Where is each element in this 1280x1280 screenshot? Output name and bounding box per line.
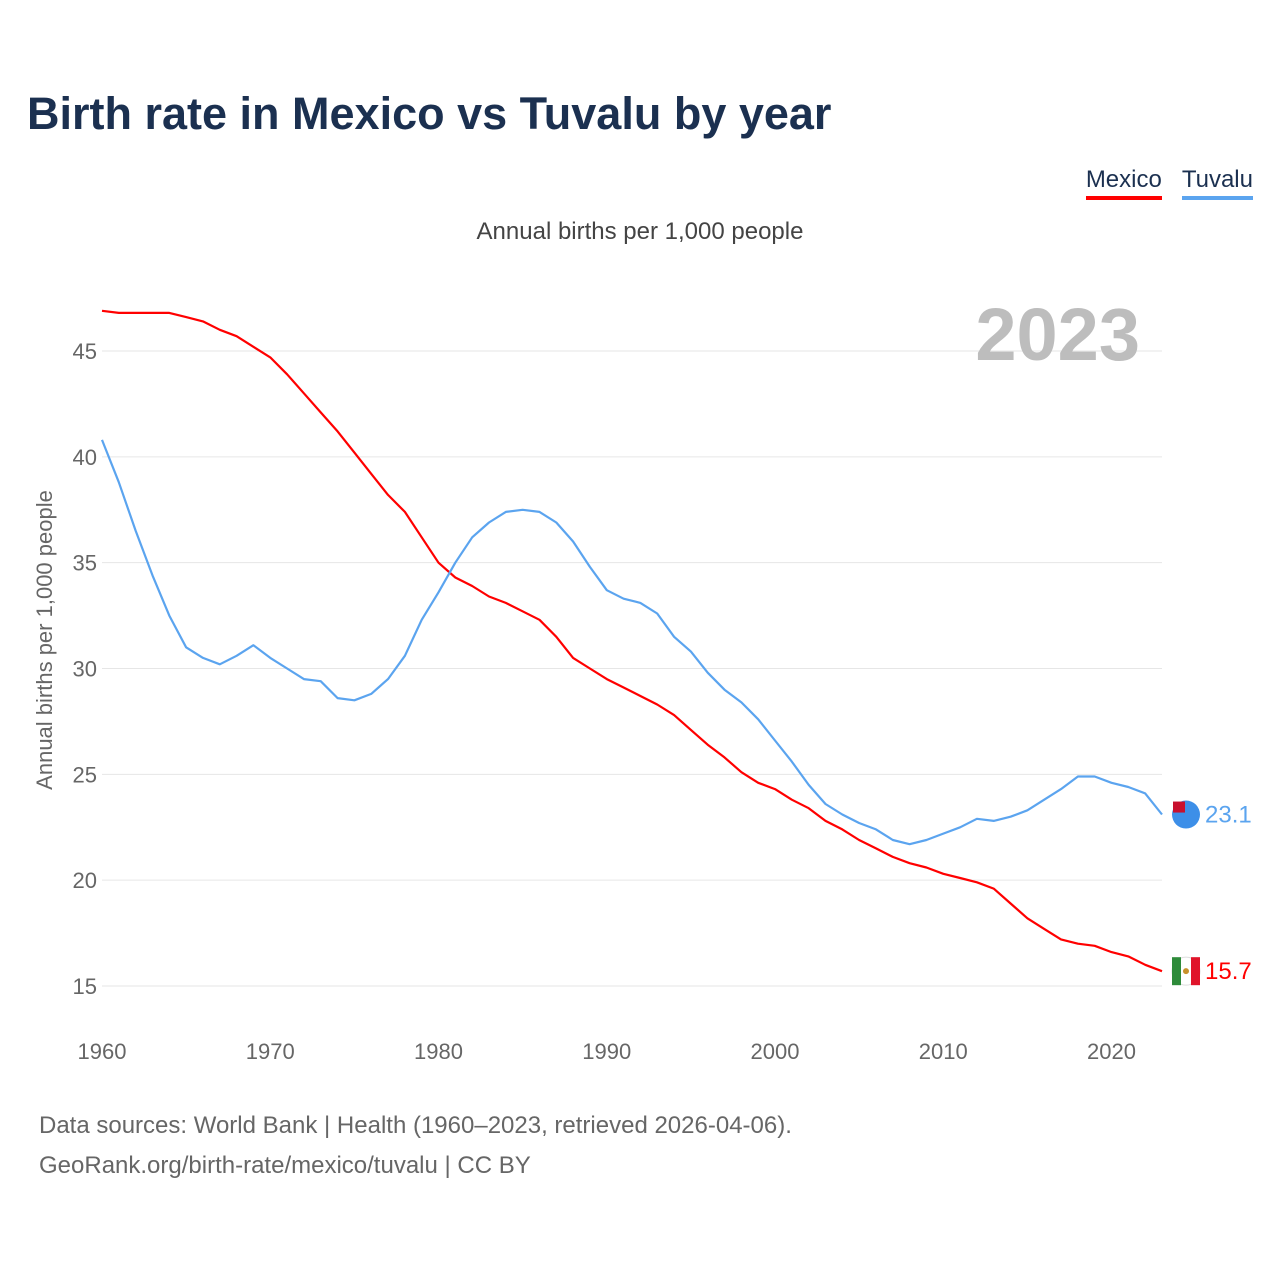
y-tick-label: 25 — [73, 762, 97, 787]
flag-mexico-emblem — [1183, 968, 1189, 975]
y-axis-label: Annual births per 1,000 people — [32, 490, 57, 790]
data-source: Data sources: World Bank | Health (1960–… — [39, 1112, 792, 1139]
end-value-label-mexico: 15.7 — [1205, 958, 1252, 985]
series-line-tuvalu — [100, 439, 1163, 846]
source-link[interactable]: GeoRank.org/birth-rate/mexico/tuvalu | C… — [39, 1152, 531, 1179]
x-tick-label: 1990 — [582, 1039, 631, 1064]
end-value-label-tuvalu: 23.1 — [1205, 802, 1252, 829]
series-line-mexico — [101, 309, 1163, 973]
flag-tuvalu-union — [1173, 801, 1185, 813]
x-tick-label: 2010 — [919, 1039, 968, 1064]
y-tick-label: 30 — [73, 657, 97, 682]
legend: Mexico Tuvalu — [1085, 166, 1253, 200]
x-tick-label: 1980 — [414, 1039, 463, 1064]
chart-title: Birth rate in Mexico vs Tuvalu by year — [27, 88, 832, 139]
y-tick-label: 20 — [73, 868, 97, 893]
y-tick-label: 45 — [73, 339, 97, 364]
y-tick-label: 40 — [73, 445, 97, 470]
legend-mexico[interactable]: Mexico — [1085, 166, 1162, 200]
legend-tuvalu[interactable]: Tuvalu — [1181, 166, 1253, 200]
year-label: 2023 — [975, 293, 1140, 376]
x-tick-label: 2000 — [751, 1039, 800, 1064]
flag-mexico-green — [1172, 957, 1181, 986]
x-tick-label: 2020 — [1087, 1039, 1136, 1064]
x-tick-label: 1960 — [78, 1039, 127, 1064]
chart-subtitle: Annual births per 1,000 people — [476, 218, 804, 245]
x-tick-label: 1970 — [246, 1039, 295, 1064]
footer: Data sources: World Bank | Health (1960–… — [39, 1106, 792, 1186]
y-tick-label: 35 — [73, 551, 97, 576]
y-tick-label: 15 — [73, 974, 97, 999]
flag-mexico-red — [1191, 957, 1200, 986]
